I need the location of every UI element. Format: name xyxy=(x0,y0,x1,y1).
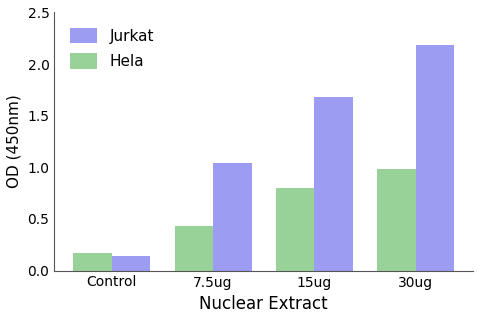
X-axis label: Nuclear Extract: Nuclear Extract xyxy=(199,295,328,313)
Bar xyxy=(112,256,150,271)
Bar xyxy=(73,253,112,271)
Bar xyxy=(175,226,213,271)
Bar xyxy=(276,188,314,271)
Y-axis label: OD (450nm): OD (450nm) xyxy=(7,95,22,188)
Bar xyxy=(213,163,252,271)
Bar xyxy=(314,97,353,271)
Bar xyxy=(377,169,416,271)
Legend: Jurkat, Hela: Jurkat, Hela xyxy=(62,20,161,76)
Bar xyxy=(416,45,454,271)
